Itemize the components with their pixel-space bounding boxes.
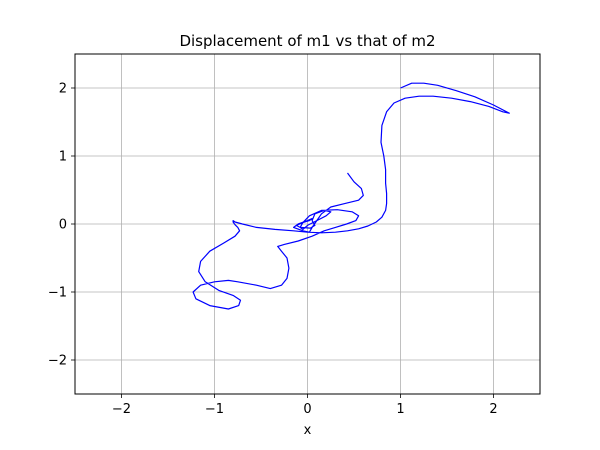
chart-title: Displacement of m1 vs that of m2 [179, 32, 435, 50]
y-tick-label: −2 [48, 354, 67, 369]
series-layer [192, 82, 510, 310]
x-tick-label: −1 [205, 402, 224, 417]
y-tick-label: 2 [59, 82, 67, 97]
grid-layer [75, 54, 540, 394]
y-tick-label: 0 [59, 218, 67, 233]
series-line [192, 82, 510, 310]
x-tick-label: 0 [303, 402, 311, 417]
ticks-layer: −2 −1 0 1 2 −2 −1 0 1 2 [48, 82, 498, 418]
x-tick-label: 2 [489, 402, 497, 417]
x-tick-label: 1 [396, 402, 404, 417]
x-axis-label: x [304, 423, 312, 438]
y-tick-label: −1 [48, 286, 67, 301]
y-tick-label: 1 [59, 150, 67, 165]
x-tick-label: −2 [112, 402, 131, 417]
